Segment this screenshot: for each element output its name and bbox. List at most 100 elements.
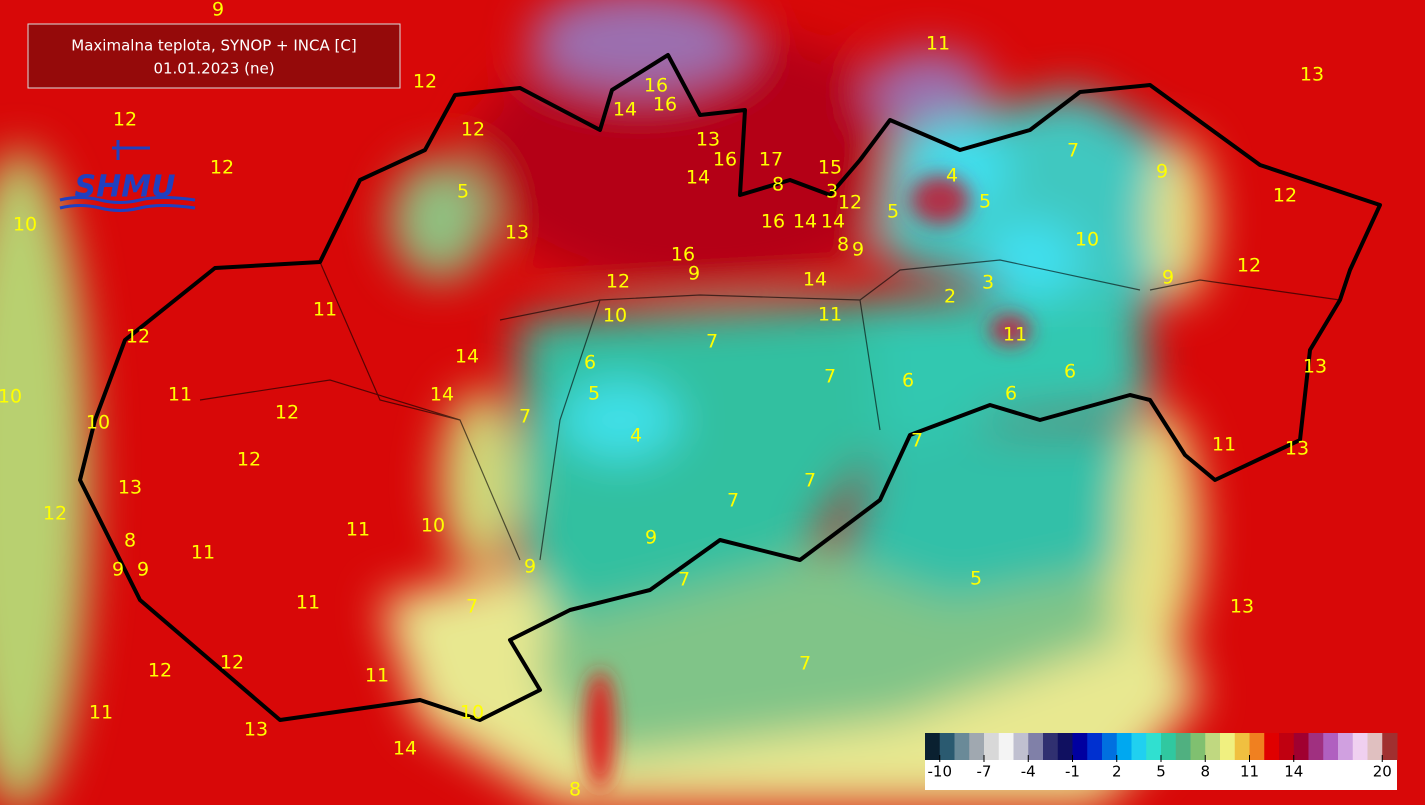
legend-swatch [939,733,955,760]
station-value: 12 [113,109,137,131]
station-value: 7 [804,470,816,492]
legend-tick-label: 11 [1240,763,1259,781]
station-value: 10 [1075,229,1099,251]
station-value: 7 [519,406,531,428]
station-value: 5 [588,383,600,405]
station-value: 11 [168,384,192,406]
logo: SHMU [59,140,196,212]
legend-swatch [1161,733,1177,760]
station-value: 8 [837,234,849,256]
station-value: 13 [696,129,720,151]
station-value: 6 [1005,383,1017,405]
legend-swatch [1293,733,1309,760]
station-value: 10 [86,412,110,434]
legend-swatch [1146,733,1162,760]
station-value: 11 [1212,434,1236,456]
legend-swatch [954,733,970,760]
legend-swatch [1279,733,1295,760]
station-value: 9 [1162,267,1174,289]
station-value: 7 [1067,140,1079,162]
legend-swatch [1043,733,1059,760]
legend-tick-label: 8 [1200,763,1210,781]
legend-swatch [925,733,941,760]
station-value: 14 [686,167,710,189]
station-value: 9 [645,527,657,549]
legend-tick-label: 2 [1112,763,1122,781]
legend-tick-label: 5 [1156,763,1166,781]
station-value: 13 [505,222,529,244]
legend-tick-label: -10 [928,763,953,781]
station-value: 14 [430,384,454,406]
station-value: 12 [43,503,67,525]
station-value: 10 [13,214,37,236]
station-value: 12 [1237,255,1261,277]
station-value: 6 [902,370,914,392]
legend-swatch [1220,733,1236,760]
legend-swatch [1190,733,1206,760]
station-value: 3 [982,272,994,294]
station-value: 14 [803,269,827,291]
legend-tick-label: 14 [1284,763,1303,781]
legend-swatch [1234,733,1250,760]
station-value: 11 [1003,324,1027,346]
station-value: 8 [569,779,581,801]
station-value: 12 [220,652,244,674]
station-value: 9 [852,239,864,261]
station-value: 7 [911,430,923,452]
station-value: 9 [1156,161,1168,183]
legend-swatch [1013,733,1029,760]
legend-swatch [1087,733,1103,760]
station-value: 12 [461,119,485,141]
station-value: 12 [237,449,261,471]
station-value: 13 [1303,356,1327,378]
station-value: 13 [1285,438,1309,460]
legend-swatch [1338,733,1354,760]
station-value: 14 [793,211,817,233]
station-value: 10 [0,386,22,408]
legend-swatch [1382,733,1398,760]
station-value: 12 [1273,185,1297,207]
station-value: 5 [970,568,982,590]
station-value: 5 [887,201,899,223]
station-value: 11 [818,304,842,326]
region-border [199,259,1341,561]
station-value: 11 [926,33,950,55]
logo-text: SHMU [75,170,176,205]
station-value: 14 [393,738,417,760]
station-value: 11 [365,665,389,687]
station-value: 8 [124,530,136,552]
legend-swatch [1308,733,1324,760]
station-value: 3 [826,181,838,203]
station-value: 7 [727,490,739,512]
station-value: 13 [1230,596,1254,618]
station-value: 7 [678,569,690,591]
station-value: 17 [759,149,783,171]
station-value: 7 [706,331,718,353]
station-value: 16 [653,94,677,116]
legend-swatch [1028,733,1044,760]
legend-swatch [1323,733,1339,760]
legend: -10 -7 -4 -1 2 5 8 11 14 20 [925,733,1398,790]
station-value: 5 [457,181,469,203]
station-value: 6 [584,352,596,374]
legend-tick-label: -7 [977,763,992,781]
title: Maximalna teplota, SYNOP + INCA [C] [71,37,356,55]
station-value: 14 [455,346,479,368]
legend-swatch [1131,733,1147,760]
station-value: 13 [118,477,142,499]
station-value: 8 [772,174,784,196]
station-value: 11 [296,592,320,614]
station-value: 4 [630,425,642,447]
station-value: 11 [191,542,215,564]
station-value: 7 [799,653,811,675]
station-value: 7 [466,596,478,618]
station-value: 12 [126,326,150,348]
legend-swatch [1116,733,1132,760]
station-value: 16 [761,211,785,233]
station-value: 7 [824,366,836,388]
station-value: 11 [89,702,113,724]
title-box: Maximalna teplota, SYNOP + INCA [C] 01.0… [27,23,401,89]
legend-swatch [998,733,1014,760]
